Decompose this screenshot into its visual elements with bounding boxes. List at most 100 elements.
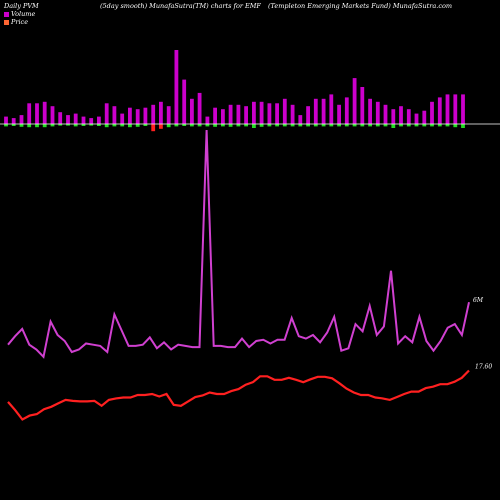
pvm-down-bar	[19, 124, 24, 127]
pvm-down-bar	[89, 124, 94, 126]
pvm-down-bar	[360, 124, 365, 127]
pvm-down-bar	[174, 124, 179, 127]
pvm-down-bar	[104, 124, 109, 128]
pvm-down-bar	[35, 124, 39, 128]
pvm-up-bar	[275, 103, 279, 124]
pvm-up-bar	[197, 92, 202, 124]
pvm-down-bar	[190, 124, 194, 127]
pvm-down-bar	[337, 124, 341, 127]
pvm-up-bar	[42, 101, 47, 124]
pvm-up-bar	[50, 106, 55, 124]
pvm-up-bar	[414, 113, 419, 124]
pvm-down-bar	[290, 124, 295, 127]
pvm-up-bar	[174, 50, 179, 124]
pvm-up-bar	[97, 116, 101, 124]
pvm-down-bar	[4, 124, 8, 127]
pvm-up-bar	[112, 106, 117, 124]
pvm-down-bar	[213, 124, 217, 127]
pvm-down-bar	[112, 124, 117, 127]
pvm-down-bar	[368, 124, 372, 127]
pvm-down-bar	[143, 124, 148, 126]
pvm-up-bar	[11, 118, 16, 124]
pvm-down-bar	[399, 124, 403, 127]
pvm-down-bar	[135, 124, 140, 127]
pvm-up-bar	[66, 115, 70, 124]
pvm-up-bar	[190, 98, 194, 124]
pvm-down-bar	[151, 124, 156, 132]
pvm-down-bar	[422, 124, 427, 127]
pvm-down-bar	[42, 124, 47, 128]
pvm-down-bar	[97, 124, 101, 126]
pvm-down-bar	[66, 124, 70, 126]
pvm-up-bar	[298, 115, 303, 124]
chart-title: (5day smooth) MunafaSutra(TM) charts for…	[100, 2, 261, 10]
legend-volume-label: Volume	[11, 10, 36, 18]
legend-volume: Volume	[4, 10, 35, 18]
price-last-label: 17.60	[475, 364, 492, 371]
pvm-down-bar	[267, 124, 272, 127]
pvm-down-bar	[375, 124, 380, 127]
pvm-down-bar	[437, 124, 442, 127]
pvm-up-bar	[445, 94, 450, 124]
pvm-down-bar	[414, 124, 419, 127]
pvm-down-bar	[275, 124, 279, 127]
pvm-up-bar	[159, 101, 163, 124]
pvm-down-bar	[58, 124, 63, 126]
pvm-up-bar	[81, 116, 86, 124]
pvm-up-bar	[453, 94, 458, 124]
pvm-up-bar	[383, 104, 388, 124]
pvm-up-bar	[399, 106, 403, 124]
pvm-up-bar	[321, 98, 326, 124]
pvm-up-bar	[437, 97, 442, 124]
legend-price-label: Price	[11, 18, 29, 26]
pvm-up-bar	[375, 101, 380, 124]
pvm-down-bar	[383, 124, 388, 127]
pvm-down-bar	[197, 124, 202, 127]
pvm-up-bar	[73, 113, 78, 124]
pvm-down-bar	[461, 124, 465, 128]
pvm-up-bar	[135, 109, 140, 124]
pvm-up-bar	[120, 113, 125, 124]
chart-type-label: Daily PVM	[4, 2, 39, 10]
pvm-up-bar	[329, 94, 334, 124]
pvm-up-bar	[344, 97, 349, 124]
pvm-up-bar	[236, 104, 241, 124]
pvm-down-bar	[391, 124, 396, 128]
pvm-up-bar	[406, 109, 411, 124]
pvm-down-bar	[128, 124, 132, 128]
pvm-up-bar	[166, 106, 171, 124]
pvm-up-bar	[430, 101, 434, 124]
pvm-up-bar	[221, 109, 225, 124]
price-line	[7, 369, 470, 421]
pvm-up-bar	[422, 110, 427, 124]
pvm-up-bar	[213, 107, 217, 124]
pvm-down-bar	[453, 124, 458, 128]
pvm-up-bar	[205, 116, 210, 124]
pvm-up-bar	[313, 98, 318, 124]
pvm-up-bar	[104, 103, 109, 124]
pvm-down-bar	[282, 124, 287, 127]
pvm-down-bar	[182, 124, 187, 126]
pvm-down-bar	[221, 124, 225, 127]
pvm-down-bar	[120, 124, 125, 127]
pvm-down-bar	[11, 124, 16, 126]
pvm-down-bar	[228, 124, 233, 127]
pvm-down-bar	[313, 124, 318, 127]
pvm-down-bar	[259, 124, 264, 127]
pvm-up-bar	[290, 104, 295, 124]
pvm-up-bar	[244, 106, 248, 124]
pvm-down-bar	[236, 124, 241, 127]
legend-volume-swatch	[4, 11, 9, 17]
pvm-up-bar	[368, 98, 372, 124]
pvm-up-bar	[4, 116, 8, 124]
pvm-down-bar	[344, 124, 349, 127]
pvm-up-bar	[27, 103, 32, 124]
pvm-up-bar	[306, 106, 310, 124]
pvm-up-bar	[252, 101, 256, 124]
pvm-down-bar	[252, 124, 256, 128]
volume-last-label: 6M	[473, 297, 484, 304]
pvm-up-bar	[461, 94, 465, 124]
pvm-up-bar	[58, 112, 63, 124]
pvm-down-bar	[445, 124, 450, 127]
